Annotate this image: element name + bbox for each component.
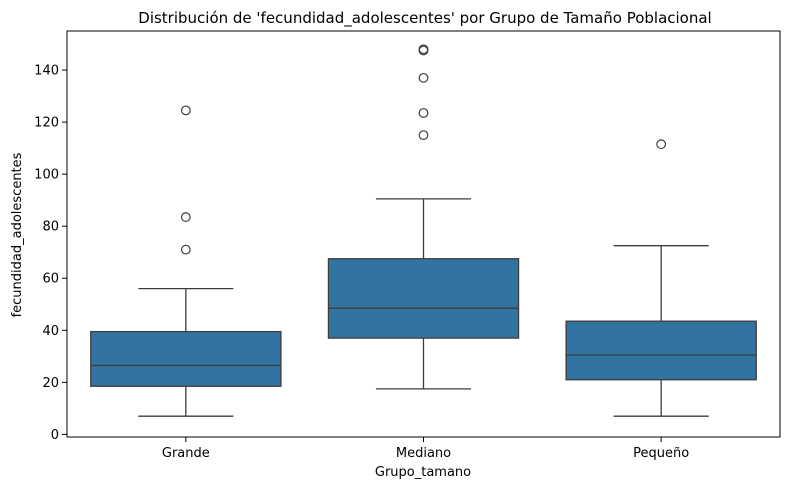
y-tick-label: 0 [51, 428, 59, 443]
box-group-1 [327, 44, 520, 390]
y-tick-label: 80 [42, 220, 59, 235]
x-axis: Grande Mediano Pequeño [162, 437, 689, 461]
outlier-point [180, 244, 191, 255]
x-tick-label: Mediano [396, 446, 451, 461]
x-tick-label: Grande [162, 446, 210, 461]
y-tick-label: 40 [42, 324, 59, 339]
plot-area [66, 30, 781, 438]
outlier-point [418, 72, 429, 83]
outlier-point [656, 139, 667, 150]
y-tick-label: 120 [34, 116, 59, 131]
chart-title: Distribución de 'fecundidad_adolescentes… [138, 9, 711, 28]
y-tick-label: 140 [34, 64, 59, 79]
outlier-point [418, 108, 429, 118]
outlier-point [418, 44, 429, 55]
outlier-point [418, 130, 429, 141]
box-iqr [565, 320, 757, 381]
outlier-point [180, 212, 191, 222]
box-iqr [90, 330, 282, 387]
y-axis-label: fecundidad_adolescentes [10, 152, 25, 317]
y-axis: 0 20 40 60 80 100 120 140 [34, 64, 67, 443]
box-group-2 [565, 139, 757, 417]
y-tick-label: 60 [42, 272, 59, 287]
x-tick-label: Pequeño [633, 446, 689, 461]
box-group-0 [90, 105, 282, 417]
box-iqr [327, 258, 520, 339]
x-axis-label: Grupo_tamano [375, 465, 471, 480]
y-tick-label: 100 [34, 168, 59, 183]
outlier-point [180, 105, 191, 116]
y-tick-label: 20 [42, 376, 59, 391]
